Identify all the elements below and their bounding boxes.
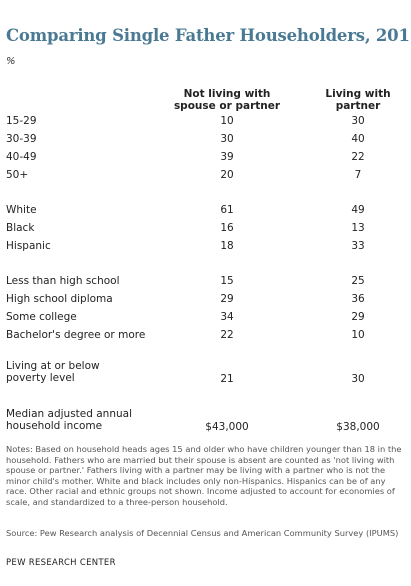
column-header-living-with-partner: Living with partner <box>325 88 391 112</box>
notes: Notes: Based on household heads ages 15 … <box>6 444 402 507</box>
row-label: 40-49 <box>6 151 37 163</box>
row-label: Median adjusted annual household income <box>6 408 132 432</box>
value-living-with-partner: 40 <box>351 133 365 145</box>
column-header-not-living: Not living with spouse or partner <box>173 88 281 112</box>
value-not-living: 21 <box>220 373 234 385</box>
row-label: 50+ <box>6 169 29 181</box>
value-living-with-partner: 13 <box>351 222 365 234</box>
value-not-living: 20 <box>220 169 234 181</box>
row-label: Bachelor's degree or more <box>6 329 146 341</box>
value-living-with-partner: 49 <box>351 204 365 216</box>
value-not-living: 10 <box>220 115 234 127</box>
value-not-living: 29 <box>220 293 234 305</box>
value-living-with-partner: $38,000 <box>336 421 380 433</box>
value-not-living: 30 <box>220 133 234 145</box>
row-label: Hispanic <box>6 240 51 252</box>
value-living-with-partner: 33 <box>351 240 365 252</box>
value-living-with-partner: 10 <box>351 329 365 341</box>
row-label: 15-29 <box>6 115 37 127</box>
value-not-living: 15 <box>220 275 234 287</box>
unit-label: % <box>6 56 16 67</box>
value-living-with-partner: 30 <box>351 373 365 385</box>
source: Source: Pew Research analysis of Decenni… <box>6 528 399 538</box>
organization-credit: PEW RESEARCH CENTER <box>6 558 116 568</box>
value-not-living: 18 <box>220 240 234 252</box>
value-not-living: 61 <box>220 204 234 216</box>
value-not-living: 34 <box>220 311 234 323</box>
value-not-living: $43,000 <box>205 421 249 433</box>
row-label: 30-39 <box>6 133 37 145</box>
row-label: High school diploma <box>6 293 113 305</box>
value-living-with-partner: 29 <box>351 311 365 323</box>
row-label: Less than high school <box>6 275 120 287</box>
row-label: Living at or below poverty level <box>6 360 100 384</box>
value-not-living: 39 <box>220 151 234 163</box>
value-living-with-partner: 36 <box>351 293 365 305</box>
value-living-with-partner: 30 <box>351 115 365 127</box>
chart-title: Comparing Single Father Householders, 20… <box>6 26 411 45</box>
row-label: Some college <box>6 311 77 323</box>
value-living-with-partner: 7 <box>354 169 362 181</box>
value-not-living: 22 <box>220 329 234 341</box>
value-not-living: 16 <box>220 222 234 234</box>
value-living-with-partner: 25 <box>351 275 365 287</box>
value-living-with-partner: 22 <box>351 151 365 163</box>
row-label: White <box>6 204 37 216</box>
row-label: Black <box>6 222 35 234</box>
